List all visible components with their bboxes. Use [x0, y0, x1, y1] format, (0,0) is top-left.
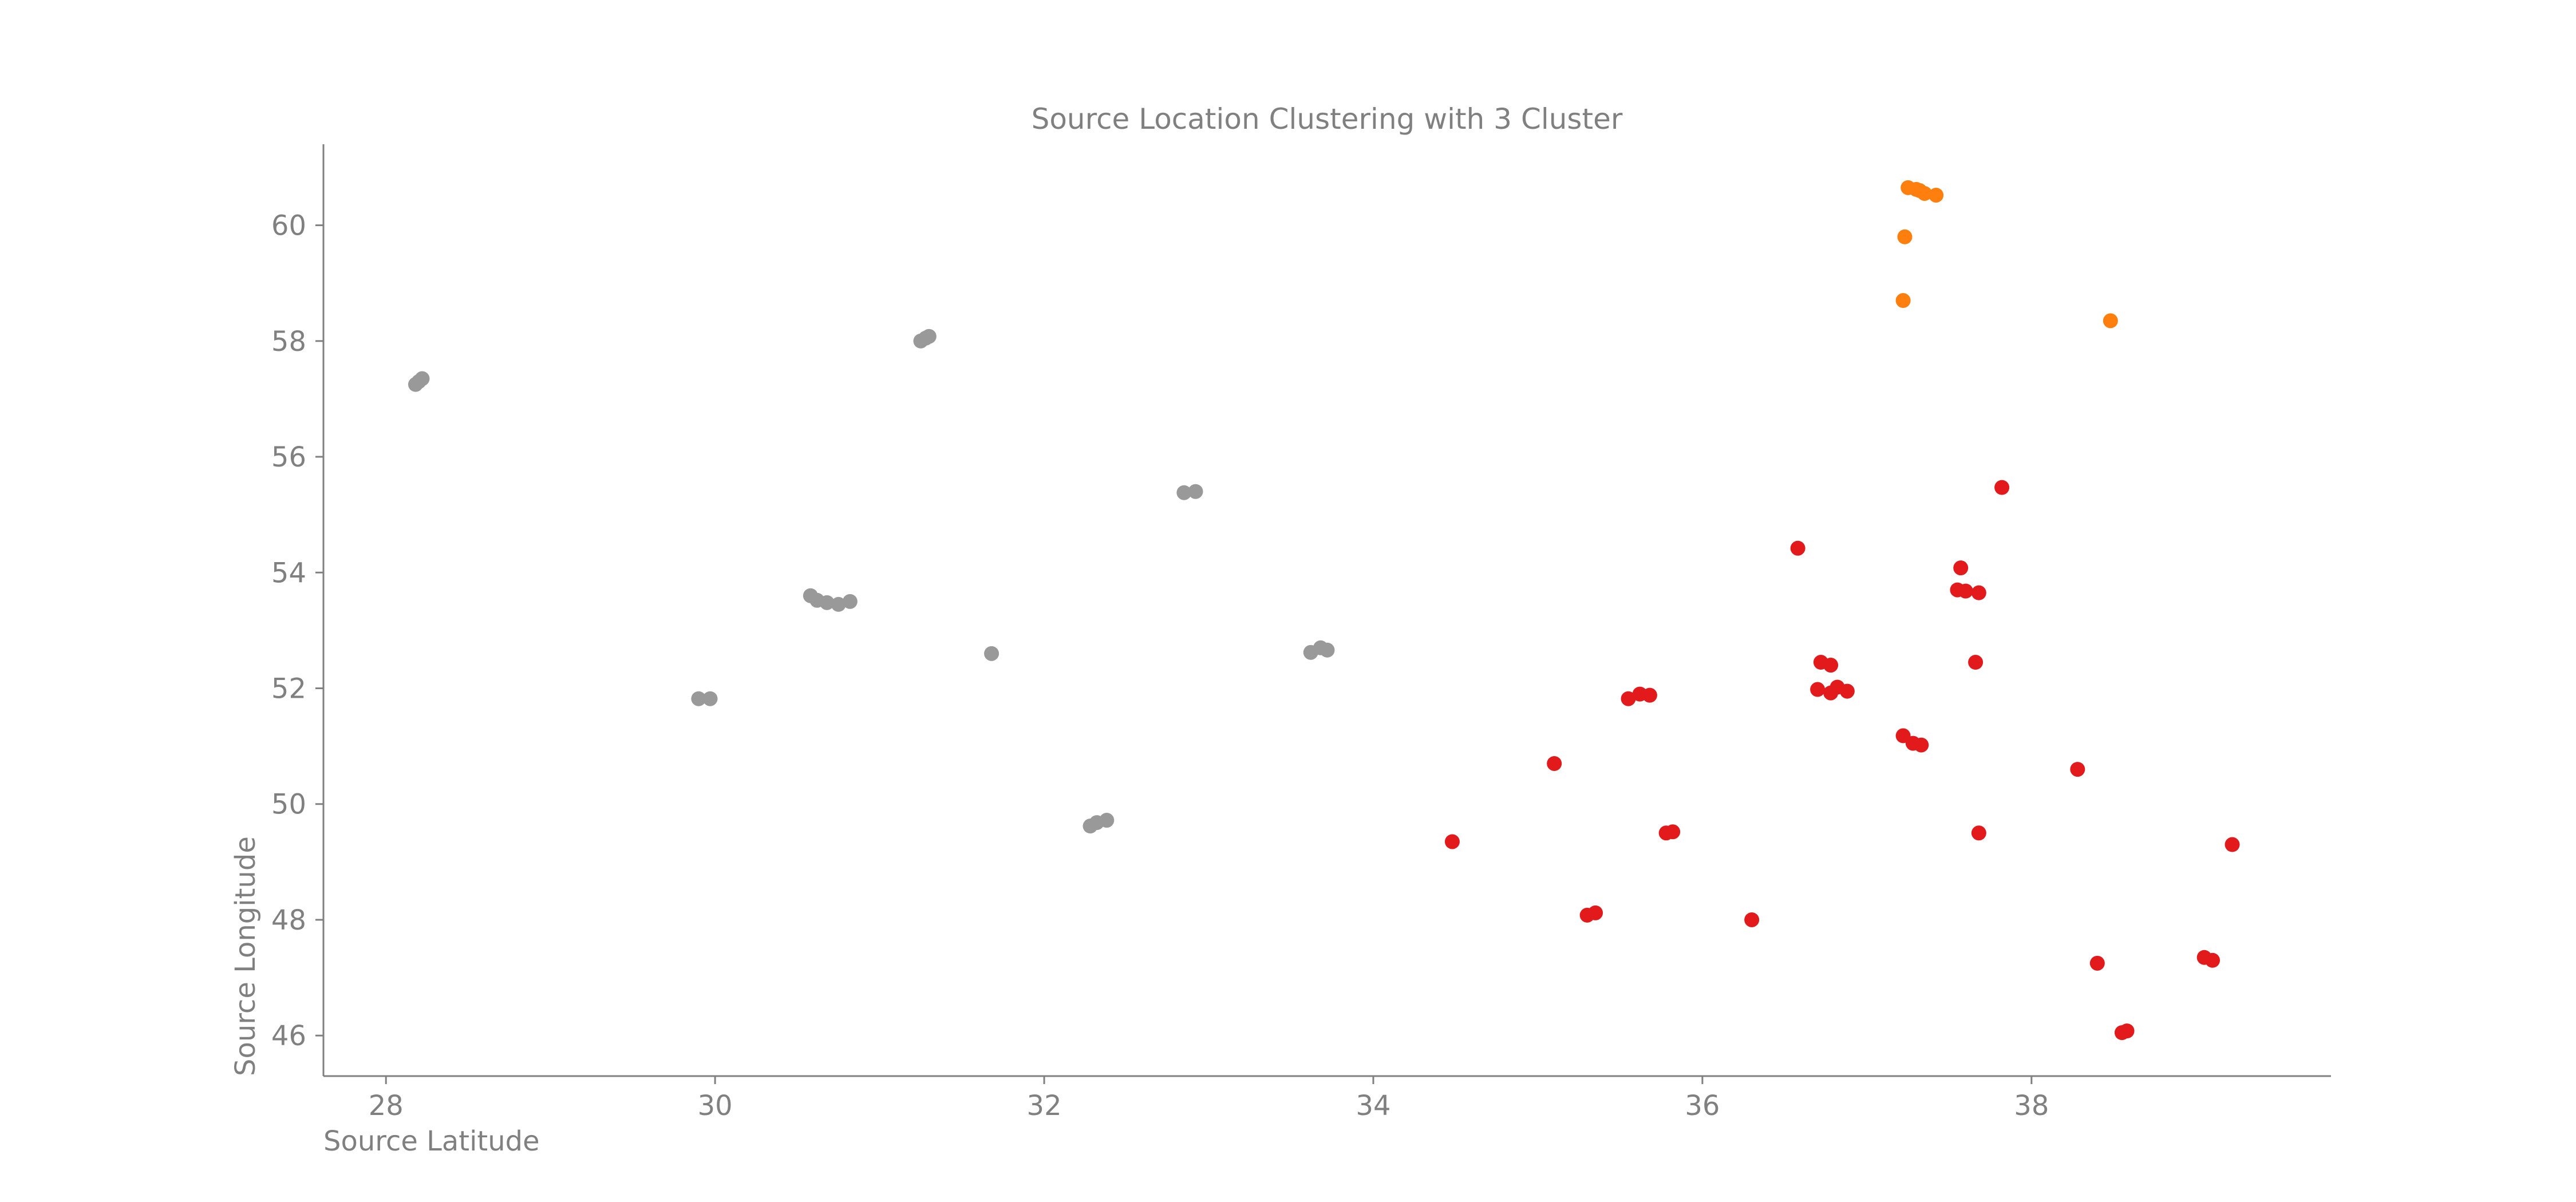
y-tick-label: 58: [271, 326, 306, 358]
scatter-point: [1319, 642, 1335, 658]
scatter-point: [1929, 187, 1944, 203]
scatter-point: [411, 374, 426, 389]
scatter-point: [819, 595, 835, 610]
y-axis-label: Source Longitude: [230, 836, 262, 1076]
y-tick-label: 54: [271, 557, 306, 589]
scatter-point: [2103, 313, 2118, 329]
scatter-point: [691, 691, 706, 706]
scatter-point: [2119, 1023, 2135, 1039]
x-tick-label: 38: [2014, 1090, 2049, 1122]
scatter-point: [1665, 824, 1681, 840]
scatter-point: [1914, 737, 1929, 753]
scatter-point: [2225, 837, 2240, 852]
scatter-point: [1971, 825, 1986, 841]
scatter-point: [2205, 952, 2221, 968]
scatter-point: [702, 691, 718, 706]
scatter-point: [1994, 480, 2010, 495]
scatter-point: [2089, 955, 2105, 971]
x-tick-label: 36: [1685, 1090, 1720, 1122]
scatter-point: [1790, 540, 1805, 556]
x-tick-label: 30: [698, 1090, 733, 1122]
scatter-point: [1912, 183, 1927, 198]
y-tick-label: 52: [271, 673, 306, 705]
x-axis-label: Source Latitude: [323, 1125, 540, 1157]
scatter-point: [1823, 658, 1839, 673]
scatter-point: [831, 596, 846, 612]
scatter-point: [918, 330, 934, 346]
scatter-point: [1968, 655, 1984, 670]
y-ticks: 46 48 50 52 54 56 58 60: [271, 210, 323, 1052]
scatter-point: [1897, 229, 1913, 244]
scatter-point: [984, 646, 999, 661]
x-tick-label: 34: [1356, 1090, 1390, 1122]
scatter-point: [1547, 756, 1562, 771]
scatter-point: [1588, 905, 1603, 920]
scatter-point: [1176, 485, 1192, 500]
scatter-point: [1971, 585, 1986, 600]
scatter-point: [842, 594, 858, 609]
y-tick-label: 60: [271, 210, 306, 242]
scatter-point: [1621, 691, 1636, 706]
axes: [322, 144, 2331, 1077]
scatter-point: [1810, 682, 1826, 697]
y-tick-label: 50: [271, 789, 306, 821]
x-tick-label: 32: [1027, 1090, 1062, 1122]
scatter-point: [1642, 687, 1657, 703]
x-ticks: 28 30 32 34 36 38: [369, 1076, 2049, 1122]
scatter-point: [2070, 762, 2085, 777]
scatter-point: [1839, 683, 1855, 699]
y-tick-label: 46: [271, 1020, 306, 1052]
y-tick-label: 56: [271, 441, 306, 473]
scatter-point: [1744, 912, 1760, 927]
scatter-point: [1444, 834, 1460, 849]
x-tick-label: 28: [369, 1090, 404, 1122]
y-tick-label: 48: [271, 904, 306, 936]
scatter-point: [1099, 813, 1115, 828]
data-points: [408, 180, 2240, 1041]
scatter-point: [1958, 583, 1973, 599]
scatter-point: [1953, 560, 1969, 576]
chart-title: Source Location Clustering with 3 Cluste…: [1032, 102, 1623, 136]
scatter-point: [1895, 293, 1911, 309]
scatter-point: [1188, 484, 1203, 499]
